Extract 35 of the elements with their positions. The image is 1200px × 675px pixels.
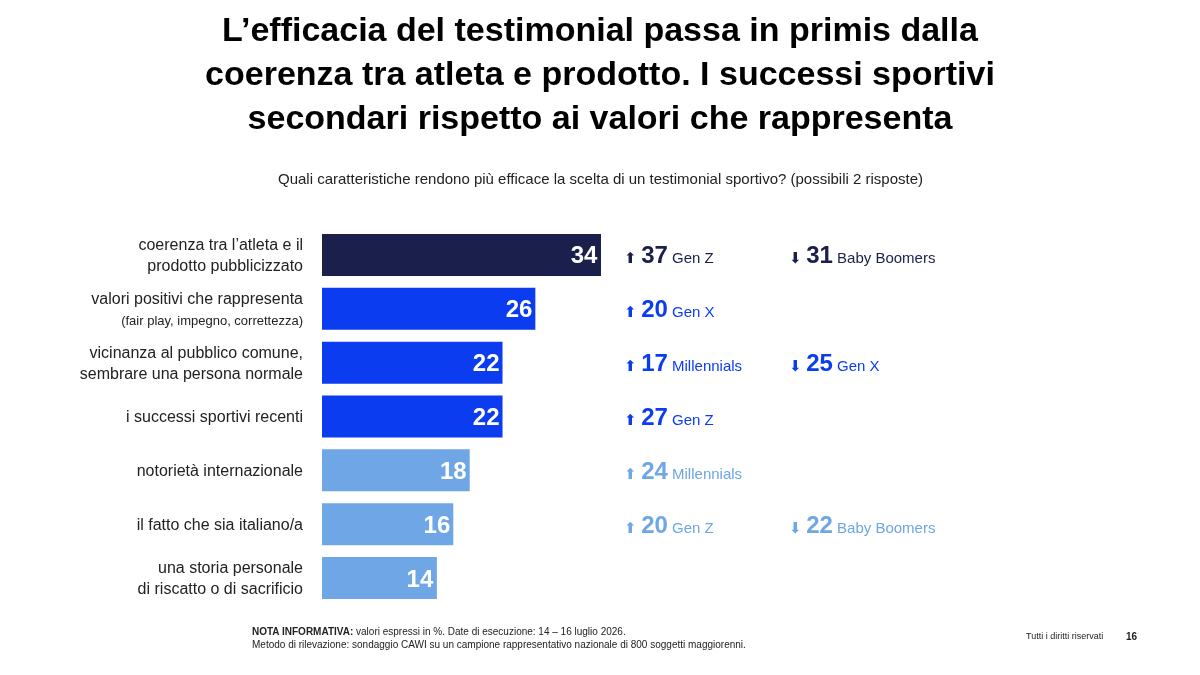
y-tick-label: valori positivi che rappresenta (fair play, impegno, correttezza) — [91, 289, 304, 328]
data-label: 18 — [440, 456, 467, 484]
text: NOTA INFORMATIVA: valori espressi in %. Date di esecuzione: 14 – 16 luglio 2026. Metodo di rilevazione: sondaggio CAWI su un campione rappresentativo nazionale di 800 soggetti maggiorenni. — [252, 626, 746, 650]
data-label: 34 — [570, 241, 598, 269]
y-tick-label: i successi sportivi recenti — [126, 408, 303, 426]
y-tick-label: vicinanza al pubblico comune, sembrare una persona normale — [79, 343, 304, 382]
annotation: ⬆ 37 Gen Z — [624, 241, 714, 268]
y-tick-label: una storia personale di riscatto o di sacrificio — [137, 559, 304, 598]
chart-subtitle: Quali caratteristiche rendono più efficace la scelta di un testimonial sportivo? (possibili 2 risposte) — [278, 170, 924, 187]
data-label: 14 — [406, 564, 434, 592]
annotation: ⬆ 20 Gen X — [624, 295, 715, 322]
annotation: ⬆ 17 Millennials — [624, 349, 743, 376]
bar — [322, 341, 503, 384]
text: Tutti i diritti riservati — [1026, 631, 1104, 641]
chart-title: L’efficacia del testimonial passa in primis dalla coerenza tra atleta e prodotto. I successi sportivi secondari rispetto ai valori che rappresenta — [205, 9, 995, 137]
text: 16 — [1126, 631, 1138, 642]
annotation: ⬆ 20 Gen Z — [624, 511, 714, 538]
bar — [322, 557, 437, 600]
y-tick-label: coerenza tra l’atleta e il prodotto pubblicizzato — [138, 236, 304, 274]
bar — [322, 233, 601, 276]
annotation: ⬇ 25 Gen X — [789, 349, 880, 376]
annotation: ⬇ 22 Baby Boomers — [789, 511, 936, 538]
annotation: ⬇ 31 Baby Boomers — [789, 241, 936, 268]
annotation: ⬆ 27 Gen Z — [624, 403, 714, 430]
data-label: 22 — [472, 403, 500, 430]
annotation: ⬆ 24 Millennials — [624, 457, 743, 484]
y-tick-label: il fatto che sia italiano/a — [136, 515, 304, 533]
y-tick-label: notorietà internazionale — [136, 461, 304, 479]
data-label: 26 — [505, 295, 533, 323]
bar — [322, 287, 536, 330]
bar — [322, 395, 503, 438]
bar — [322, 503, 454, 546]
data-label: 22 — [472, 349, 500, 377]
data-label: 16 — [423, 510, 451, 538]
bar — [322, 449, 470, 492]
